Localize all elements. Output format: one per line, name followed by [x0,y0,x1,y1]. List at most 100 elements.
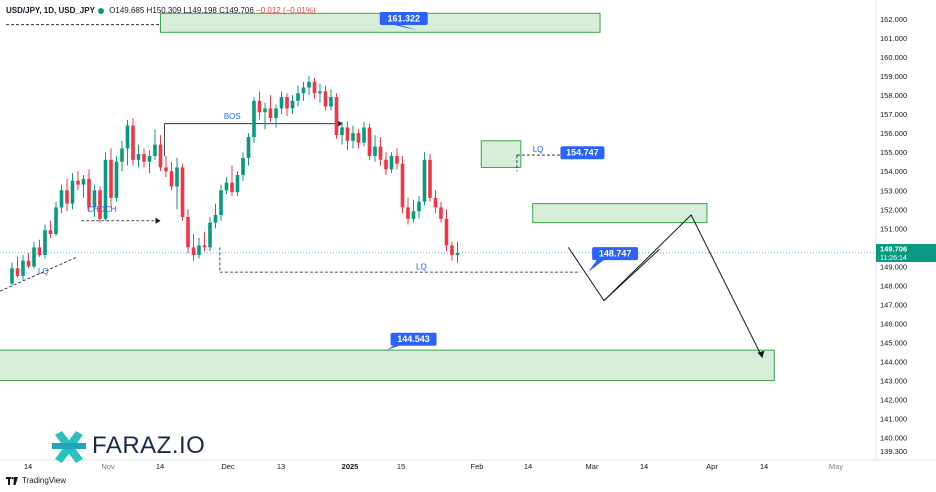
price-tick-label: 142.000 [880,396,907,405]
price-tick-label: 162.000 [880,15,907,24]
supply-demand-zone [532,203,708,224]
faraz-logo-icon [52,431,86,463]
lq-low-label: LQ [416,262,427,271]
tradingview-label: TradingView [22,476,67,485]
candle-body [10,268,14,284]
candle-body [125,125,130,149]
price-callout-label: 161.322 [387,14,420,24]
candle-body [422,159,427,202]
price-callout-pointer [588,258,607,273]
price-tick-label: 154.000 [880,167,907,176]
high-value: H150.309 [146,6,182,15]
time-tick-label: Nov [101,462,115,471]
symbol-header[interactable]: USD/JPY, 1D, USD_JPY O149.685 H150.309 L… [6,6,316,15]
tradingview-credit[interactable]: TradingView [6,476,66,485]
candle-body [263,108,267,113]
time-tick-label: 14 [24,462,32,471]
candle-body [329,97,333,107]
candle-body [395,156,399,164]
choch-label: CHOCH [87,205,117,214]
open-value: O149.685 [109,6,145,15]
lq-high-label: LQ [533,145,544,154]
candle-body [202,245,207,248]
candle-body [389,156,394,170]
candle-body [257,100,262,113]
time-tick-label: 14 [524,462,532,471]
price-tick-label: 143.000 [880,377,907,386]
candle-body [26,260,31,267]
price-callout-label: 144.543 [397,334,430,344]
candle-body [109,159,113,198]
candle-body [169,171,174,187]
price-tick-label: 144.000 [880,358,907,367]
candle-body [428,159,432,198]
candle-body [76,180,80,185]
price-tick-label: 141.000 [880,415,907,424]
candle-body [268,108,273,118]
price-tick-label: 160.000 [880,53,907,62]
price-axis[interactable]: 162.000 161.000 160.000 159.000 158.000 157.0… [875,0,936,460]
projection-arrowhead [757,350,765,358]
candle-body [246,136,251,158]
candle-body [120,148,124,162]
candle-body [142,154,146,162]
price-callout-label: 148.747 [599,249,632,259]
time-axis[interactable]: 14 Nov 14 Dec 13 2025 15 Feb 14 Mar 14 Apr 14 May [0,459,936,471]
candle-body [367,127,372,157]
candle-body [43,230,47,255]
low-value: L149.198 [183,6,217,15]
bos-arrowhead [337,120,343,127]
current-price-tag [876,243,936,262]
candle-body [312,81,317,94]
candle-body [164,167,168,172]
candle-body [158,144,163,168]
price-tick-label: 158.000 [880,91,907,100]
projection-layer [567,214,765,358]
zones-layer [0,12,775,382]
time-tick-label: Dec [221,462,235,471]
candle-body [92,190,97,208]
price-tick-label: 147.000 [880,300,907,309]
candle-body [384,159,388,170]
candle-body [307,81,311,88]
symbol-title[interactable]: USD/JPY, 1D, USD_JPY [6,6,95,15]
candle-body [98,190,102,219]
time-tick-label: 2025 [342,462,359,471]
candle-body [87,178,91,208]
candle-body [219,190,223,216]
time-tick-label: 14 [156,462,164,471]
tradingview-logo-icon [6,476,18,485]
change-value: −0.012 (−0.01%) [256,6,316,15]
annotation-lines [0,24,876,292]
candle-body [362,127,366,143]
price-tick-label: 157.000 [880,110,907,119]
price-tick-label: 153.000 [880,186,907,195]
close-value: C149.706 [219,6,254,15]
time-tick-label: May [829,462,843,471]
candle-body [191,247,196,255]
annotation-labels: 161.322 154.747 148.747 144.543 BOS CHOCH LQ LQ… [38,12,639,351]
time-tick-label: 14 [640,462,648,471]
candle-body [230,182,234,193]
candle-body [406,207,410,219]
candle-body [65,190,69,204]
time-tick-label: Feb [471,462,484,471]
candle-body [114,161,119,198]
supply-demand-zone [0,349,775,382]
time-tick-label: 14 [760,462,768,471]
brand-watermark: FARAZ.IO [52,426,205,466]
candle-body [345,127,350,141]
price-callout-box [390,332,437,346]
candle-body [70,180,75,204]
candle-body [411,211,416,219]
candle-body [59,190,64,208]
candle-body [81,178,86,185]
candle-body [48,230,53,235]
candle-body [340,127,344,136]
price-tick-label: 152.000 [880,205,907,214]
current-price-value: 149.706 [880,244,907,253]
candle-body [54,207,58,235]
candle-body [433,197,438,208]
